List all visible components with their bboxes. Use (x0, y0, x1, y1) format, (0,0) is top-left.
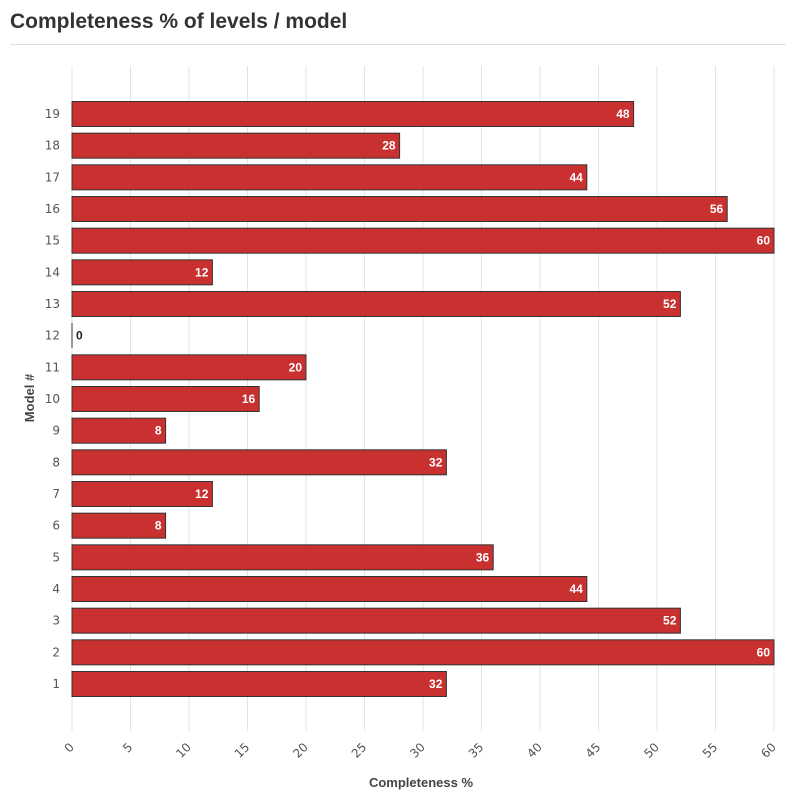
y-tick-label: 12 (45, 329, 60, 343)
bar-value-label: 52 (663, 297, 677, 311)
title-divider (10, 44, 786, 45)
y-axis-title: Model # (22, 373, 37, 422)
bar (71, 607, 681, 634)
bar-value-label: 12 (195, 265, 209, 279)
bar (71, 449, 447, 476)
bars: 32 60 52 44 36 8 12 32 8 16 20 0 52 12 60 56 44 28 48 (71, 101, 775, 697)
bar-value-label: 44 (569, 170, 583, 184)
bar (71, 132, 401, 159)
bar (71, 291, 681, 317)
y-tick-label: 17 (45, 170, 60, 184)
bar (71, 227, 775, 254)
bar-value-label: 60 (757, 645, 771, 659)
bar (71, 512, 167, 539)
x-tick-label: 55 (700, 740, 721, 761)
x-tick-label: 50 (641, 740, 662, 761)
bar-value-label: 56 (710, 202, 724, 216)
y-tick-label: 5 (52, 550, 60, 564)
x-tick-label: 15 (232, 740, 253, 761)
y-tick-label: 2 (52, 645, 60, 659)
page-title: Completeness % of levels / model (10, 10, 348, 33)
y-tick-label: 19 (45, 107, 60, 121)
bar-value-label: 20 (289, 360, 303, 374)
bar (71, 354, 307, 381)
bar (71, 639, 775, 666)
y-tick-label: 18 (45, 139, 60, 153)
y-tick-label: 8 (52, 455, 60, 469)
x-tick-labels: 0 5 10 15 20 25 30 35 40 45 50 55 60 (62, 740, 779, 761)
bar-value-label: 52 (663, 614, 677, 628)
y-tick-label: 6 (52, 519, 60, 533)
x-axis-title: Completeness % (369, 775, 473, 790)
bar-value-label: 8 (155, 519, 162, 533)
y-tick-label: 10 (45, 392, 60, 406)
y-tick-label: 3 (52, 614, 60, 628)
x-tick-label: 30 (407, 740, 428, 761)
bar (71, 544, 494, 571)
bar (71, 481, 213, 507)
bar-value-label: 60 (757, 234, 771, 248)
bar-value-label: 16 (242, 392, 256, 406)
bar-value-label: 44 (569, 582, 583, 596)
x-tick-label: 45 (583, 740, 604, 761)
bar-value-label: 8 (155, 424, 162, 438)
y-tick-label: 14 (45, 265, 60, 279)
bar (71, 386, 260, 412)
bar (71, 576, 588, 602)
y-tick-label: 13 (45, 297, 60, 311)
x-tick-label: 5 (120, 740, 135, 755)
y-tick-label: 9 (52, 424, 60, 438)
bar (71, 671, 447, 697)
x-tick-label: 35 (466, 740, 487, 761)
bar-value-label: 32 (429, 677, 443, 691)
bar-value-label: 0 (76, 329, 83, 343)
x-tick-label: 25 (349, 740, 370, 761)
bar-value-label: 32 (429, 455, 443, 469)
bar (71, 259, 213, 286)
x-tick-label: 0 (62, 740, 77, 755)
bar-value-label: 36 (476, 550, 490, 564)
bar (71, 164, 588, 191)
y-tick-label: 1 (52, 677, 60, 691)
bar-value-label: 28 (382, 139, 396, 153)
y-tick-label: 16 (45, 202, 60, 216)
x-tick-label: 60 (758, 740, 779, 761)
bar (71, 417, 167, 444)
bar-value-label: 48 (616, 107, 630, 121)
x-tick-label: 40 (524, 740, 545, 761)
bar (71, 101, 635, 127)
y-tick-label: 11 (45, 360, 60, 374)
x-tick-label: 20 (290, 740, 311, 761)
bar (71, 196, 728, 222)
y-tick-label: 7 (52, 487, 60, 501)
y-tick-label: 15 (45, 234, 60, 248)
y-tick-label: 4 (52, 582, 60, 596)
x-tick-label: 10 (173, 740, 194, 761)
bar-value-label: 12 (195, 487, 209, 501)
